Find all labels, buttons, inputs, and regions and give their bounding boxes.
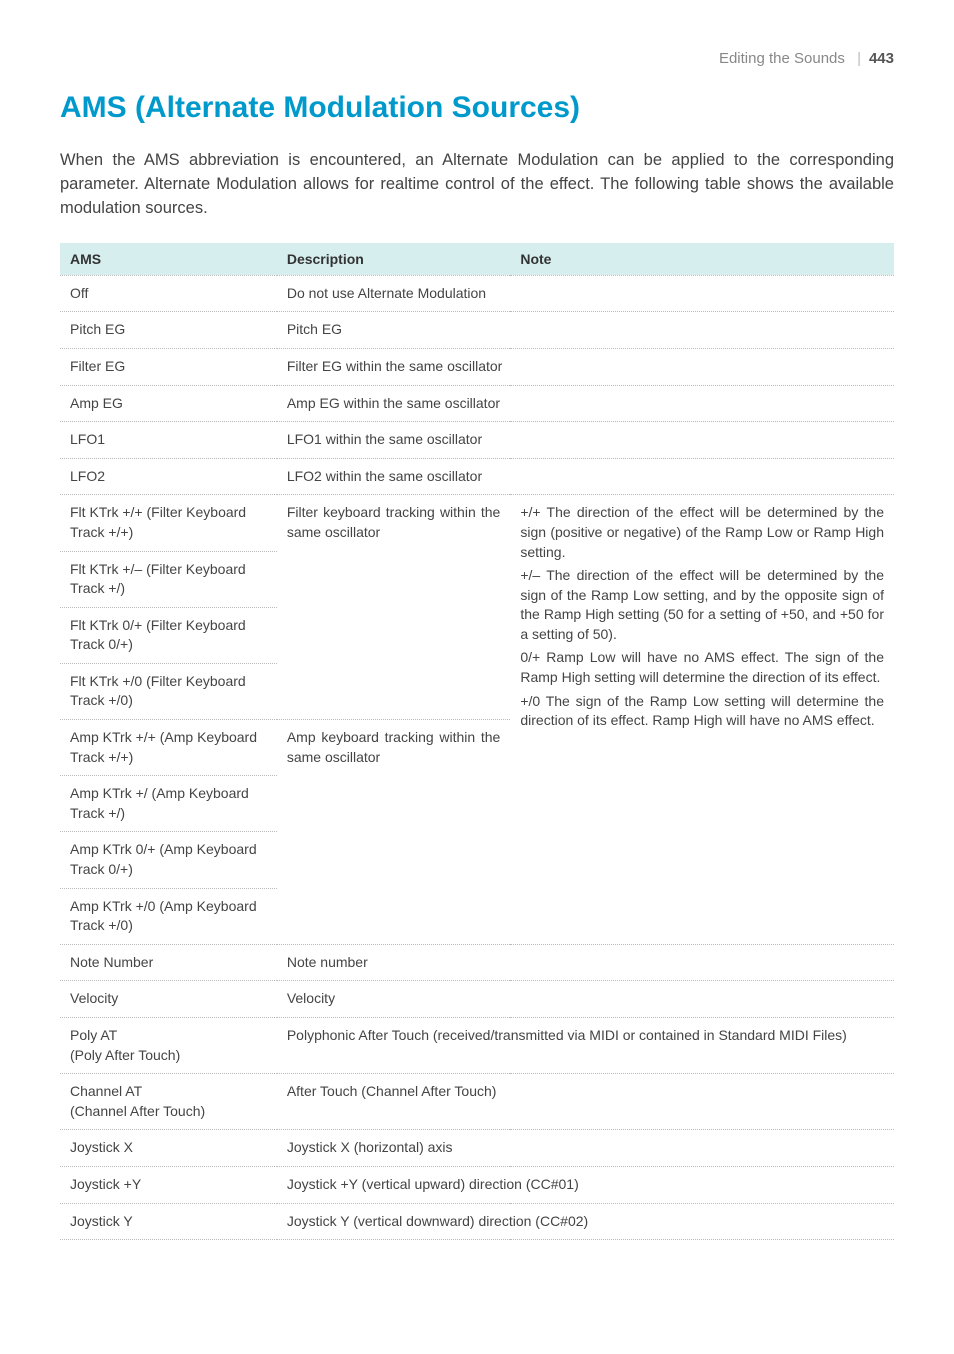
note-p4: +/0 The sign of the Ramp Low setting wil…	[520, 692, 884, 731]
th-note: Note	[510, 243, 894, 276]
cell-desc: Note number	[277, 944, 894, 981]
cell-ams: Joystick X	[60, 1130, 277, 1167]
table-row: LFO1 LFO1 within the same oscillator	[60, 422, 894, 459]
cell-desc: Filter EG within the same oscillator	[277, 348, 894, 385]
cell-desc: Joystick X (horizontal) axis	[277, 1130, 894, 1167]
cell-ams: LFO2	[60, 458, 277, 495]
table-row: Flt KTrk +/+ (Filter Keyboard Track +/+)…	[60, 495, 894, 551]
cell-ams: Amp KTrk 0/+ (Amp Keyboard Track 0/+)	[60, 832, 277, 888]
table-row: Joystick X Joystick X (horizontal) axis	[60, 1130, 894, 1167]
cell-ams: LFO1	[60, 422, 277, 459]
table-header-row: AMS Description Note	[60, 243, 894, 276]
cell-ams: Pitch EG	[60, 312, 277, 349]
page-number: 443	[869, 50, 894, 67]
cell-ams: Joystick +Y	[60, 1166, 277, 1203]
cell-ams: Amp KTrk +/ (Amp Keyboard Track +/)	[60, 776, 277, 832]
ams-table: AMS Description Note Off Do not use Alte…	[60, 243, 894, 1240]
cell-ams: Amp KTrk +/0 (Amp Keyboard Track +/0)	[60, 888, 277, 944]
intro-paragraph: When the AMS abbreviation is encountered…	[60, 149, 894, 221]
cell-desc: Polyphonic After Touch (received/transmi…	[277, 1018, 894, 1074]
cell-desc: After Touch (Channel After Touch)	[277, 1074, 894, 1130]
table-row: Note Number Note number	[60, 944, 894, 981]
cell-ams: Flt KTrk +/– (Filter Keyboard Track +/)	[60, 551, 277, 607]
cell-desc: Amp EG within the same oscillator	[277, 385, 894, 422]
cell-ams: Velocity	[60, 981, 277, 1018]
cell-desc: LFO1 within the same oscillator	[277, 422, 894, 459]
table-row: Poly AT (Poly After Touch) Polyphonic Af…	[60, 1018, 894, 1074]
table-row: Amp EG Amp EG within the same oscillator	[60, 385, 894, 422]
header-separator: |	[857, 50, 861, 67]
cell-ams: Flt KTrk 0/+ (Filter Keyboard Track 0/+)	[60, 607, 277, 663]
note-p3: 0/+ Ramp Low will have no AMS effect. Th…	[520, 648, 884, 687]
cell-desc: Filter keyboard tracking within the same…	[277, 495, 511, 720]
note-p1: +/+ The direction of the effect will be …	[520, 503, 884, 562]
cell-desc: Pitch EG	[277, 312, 894, 349]
cell-ams: Flt KTrk +/+ (Filter Keyboard Track +/+)	[60, 495, 277, 551]
cell-ams: Flt KTrk +/0 (Filter Keyboard Track +/0)	[60, 663, 277, 719]
th-desc: Description	[277, 243, 511, 276]
table-row: Filter EG Filter EG within the same osci…	[60, 348, 894, 385]
table-row: Channel AT (Channel After Touch) After T…	[60, 1074, 894, 1130]
table-row: Velocity Velocity	[60, 981, 894, 1018]
table-row: Joystick Y Joystick Y (vertical downward…	[60, 1203, 894, 1240]
cell-ams: Poly AT (Poly After Touch)	[60, 1018, 277, 1074]
page-title: AMS (Alternate Modulation Sources)	[60, 91, 894, 125]
cell-ams: Amp KTrk +/+ (Amp Keyboard Track +/+)	[60, 720, 277, 776]
page-header: Editing the Sounds | 443	[60, 50, 894, 67]
table-row: LFO2 LFO2 within the same oscillator	[60, 458, 894, 495]
cell-ams: Note Number	[60, 944, 277, 981]
cell-ams: Off	[60, 275, 277, 312]
cell-ams: Filter EG	[60, 348, 277, 385]
cell-desc: Velocity	[277, 981, 894, 1018]
table-row: Off Do not use Alternate Modulation	[60, 275, 894, 312]
cell-ams: Joystick Y	[60, 1203, 277, 1240]
section-name: Editing the Sounds	[719, 50, 845, 67]
cell-desc: Joystick +Y (vertical upward) direction …	[277, 1166, 894, 1203]
th-ams: AMS	[60, 243, 277, 276]
cell-desc: LFO2 within the same oscillator	[277, 458, 894, 495]
table-row: Pitch EG Pitch EG	[60, 312, 894, 349]
cell-ams: Channel AT (Channel After Touch)	[60, 1074, 277, 1130]
cell-desc: Joystick Y (vertical downward) direction…	[277, 1203, 894, 1240]
cell-desc: Do not use Alternate Modulation	[277, 275, 894, 312]
cell-ams: Amp EG	[60, 385, 277, 422]
cell-note: +/+ The direction of the effect will be …	[510, 495, 894, 945]
table-row: Joystick +Y Joystick +Y (vertical upward…	[60, 1166, 894, 1203]
note-p2: +/– The direction of the effect will be …	[520, 566, 884, 644]
cell-desc: Amp keyboard tracking within the same os…	[277, 720, 511, 945]
